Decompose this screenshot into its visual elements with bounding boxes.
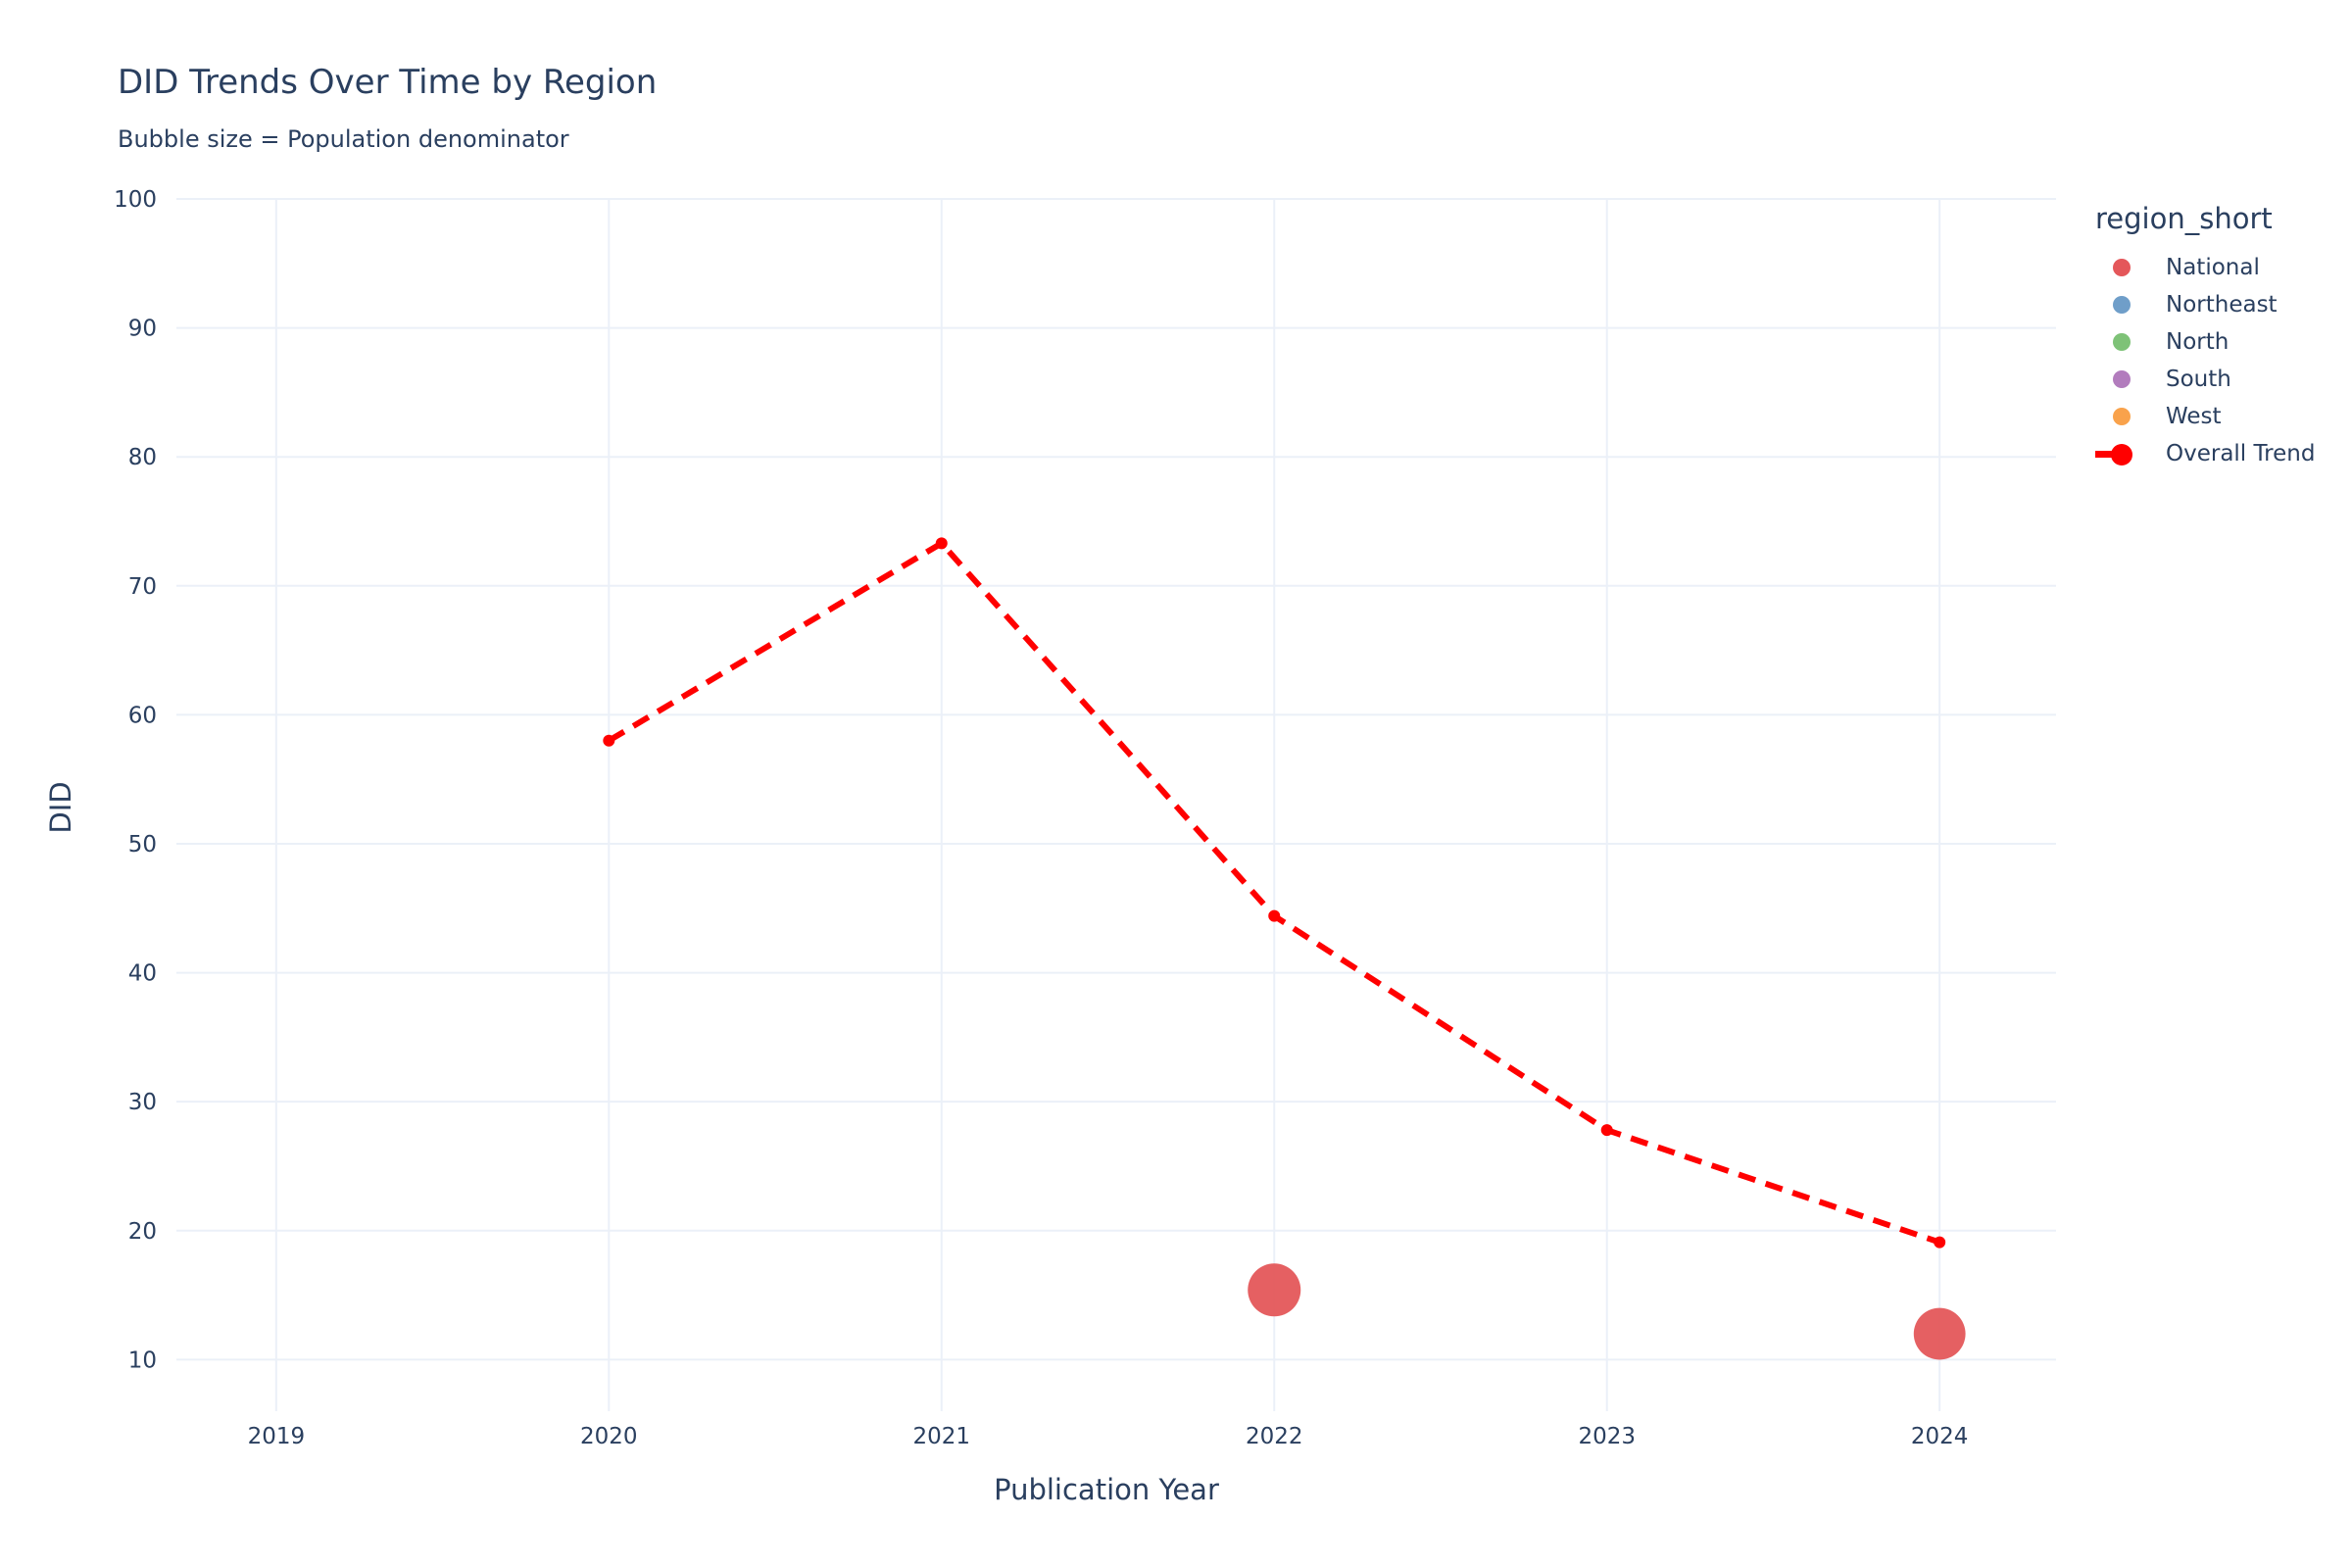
y-tick-label: 30 [128,1090,157,1115]
trend-layer [603,537,1946,1249]
legend-dot-icon [2095,286,2154,323]
legend-item[interactable]: West [2095,398,2315,435]
bubble-point[interactable] [1913,1307,1966,1360]
y-axis-ticks: 10 20 30 40 50 60 70 80 90 100 [114,187,157,1373]
y-tick-label: 60 [128,703,157,728]
x-tick-label: 2020 [580,1424,638,1449]
legend-item[interactable]: North [2095,323,2315,361]
y-tick-label: 70 [128,574,157,600]
y-tick-label: 80 [128,445,157,470]
legend-dot-icon [2095,323,2154,361]
legend-item[interactable]: South [2095,361,2315,398]
legend-item[interactable]: National [2095,249,2315,286]
y-tick-label: 90 [128,317,157,342]
bubble-point[interactable] [1248,1263,1301,1317]
x-tick-label: 2021 [913,1424,971,1449]
legend-line-marker-icon [2095,435,2154,472]
legend-dot-icon [2095,249,2154,286]
y-tick-label: 20 [128,1219,157,1245]
grid [176,198,2056,1411]
legend-label: Northeast [2166,292,2278,318]
y-axis-title: DID [44,781,77,833]
legend-label: Overall Trend [2166,441,2316,466]
legend-label: National [2166,255,2260,280]
trend-point[interactable] [603,734,615,747]
legend-label: South [2166,367,2231,392]
trend-point[interactable] [1268,909,1281,922]
y-tick-label: 40 [128,961,157,987]
y-tick-label: 10 [128,1348,157,1373]
trend-point[interactable] [1934,1236,1946,1249]
legend-item[interactable]: Overall Trend [2095,435,2315,472]
chart-title: DID Trends Over Time by Region [118,63,658,102]
x-tick-label: 2019 [248,1424,306,1449]
x-axis-ticks: 2019 2020 2021 2022 2023 2024 [248,1424,1969,1449]
legend-label: North [2166,329,2230,355]
x-axis-title: Publication Year [994,1473,1219,1506]
legend: region_short National Northeast North South… [2095,202,2315,472]
trend-point[interactable] [935,537,948,550]
legend-dot-icon [2095,361,2154,398]
x-tick-label: 2022 [1246,1424,1303,1449]
trend-point[interactable] [1600,1124,1613,1137]
legend-items: National Northeast North South West Overall T… [2095,249,2315,472]
x-tick-label: 2023 [1578,1424,1636,1449]
legend-label: West [2166,404,2222,429]
legend-item[interactable]: Northeast [2095,286,2315,323]
y-tick-label: 50 [128,832,157,858]
chart-subtitle: Bubble size = Population denominator [118,125,569,153]
x-tick-label: 2024 [1911,1424,1969,1449]
y-tick-label: 100 [114,187,157,213]
bubble-layer [1248,1263,1966,1360]
legend-title: region_short [2095,202,2273,235]
legend-dot-icon [2095,398,2154,435]
